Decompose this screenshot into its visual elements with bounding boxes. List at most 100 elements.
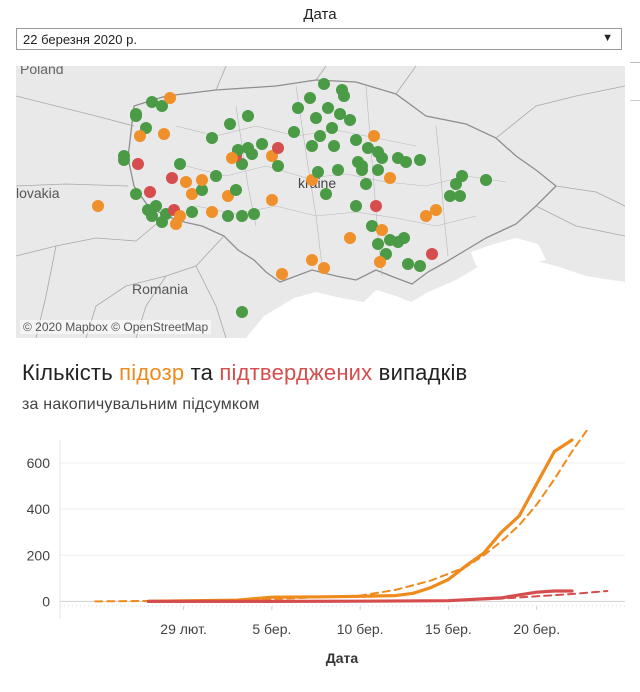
- case-marker[interactable]: [180, 176, 192, 188]
- series-line-suspected[interactable]: [146, 438, 574, 603]
- title-part2: та: [184, 360, 220, 385]
- case-marker[interactable]: [156, 216, 168, 228]
- case-marker[interactable]: [206, 132, 218, 144]
- case-marker[interactable]: [368, 130, 380, 142]
- x-tick-label: 10 бер.: [337, 621, 384, 637]
- case-marker[interactable]: [444, 190, 456, 202]
- case-marker[interactable]: [272, 160, 284, 172]
- case-marker[interactable]: [456, 170, 468, 182]
- case-markers: [92, 78, 492, 318]
- case-marker[interactable]: [144, 186, 156, 198]
- case-marker[interactable]: [146, 210, 158, 222]
- case-marker[interactable]: [196, 174, 208, 186]
- case-marker[interactable]: [170, 218, 182, 230]
- case-marker[interactable]: [402, 258, 414, 270]
- case-marker[interactable]: [146, 96, 158, 108]
- case-marker[interactable]: [326, 122, 338, 134]
- case-marker[interactable]: [242, 142, 254, 154]
- case-marker[interactable]: [350, 134, 362, 146]
- case-marker[interactable]: [174, 158, 186, 170]
- case-marker[interactable]: [166, 172, 178, 184]
- case-marker[interactable]: [344, 114, 356, 126]
- case-marker[interactable]: [372, 164, 384, 176]
- country-border: [127, 79, 557, 285]
- case-marker[interactable]: [306, 254, 318, 266]
- case-marker[interactable]: [314, 130, 326, 142]
- case-marker[interactable]: [134, 130, 146, 142]
- case-marker[interactable]: [158, 128, 170, 140]
- case-marker[interactable]: [288, 126, 300, 138]
- divider: [630, 62, 640, 63]
- case-marker[interactable]: [118, 154, 130, 166]
- case-marker[interactable]: [312, 166, 324, 178]
- y-tick-label: 200: [27, 547, 51, 563]
- case-marker[interactable]: [196, 184, 208, 196]
- case-marker[interactable]: [414, 154, 426, 166]
- series-group: [94, 430, 609, 603]
- case-marker[interactable]: [454, 190, 466, 202]
- case-marker[interactable]: [318, 78, 330, 90]
- case-marker[interactable]: [186, 188, 198, 200]
- case-marker[interactable]: [376, 152, 388, 164]
- case-marker[interactable]: [272, 142, 284, 154]
- case-marker[interactable]: [320, 188, 332, 200]
- case-marker[interactable]: [336, 84, 348, 96]
- case-marker[interactable]: [420, 210, 432, 222]
- case-marker[interactable]: [400, 156, 412, 168]
- case-marker[interactable]: [248, 208, 260, 220]
- case-marker[interactable]: [374, 256, 386, 268]
- case-marker[interactable]: [360, 178, 372, 190]
- case-marker[interactable]: [210, 170, 222, 182]
- case-marker[interactable]: [186, 206, 198, 218]
- case-marker[interactable]: [398, 232, 410, 244]
- case-marker[interactable]: [226, 152, 238, 164]
- case-marker[interactable]: [222, 210, 234, 222]
- case-marker[interactable]: [362, 142, 374, 154]
- case-marker[interactable]: [132, 158, 144, 170]
- map-attribution[interactable]: © 2020 Mapbox © OpenStreetMap: [20, 320, 212, 334]
- case-marker[interactable]: [310, 112, 322, 124]
- case-marker[interactable]: [276, 268, 288, 280]
- x-tick-label: 20 бер.: [513, 621, 560, 637]
- y-tick-label: 0: [42, 593, 50, 609]
- case-marker[interactable]: [376, 224, 388, 236]
- case-marker[interactable]: [356, 160, 368, 172]
- case-marker[interactable]: [426, 248, 438, 260]
- ukraine-cases-map[interactable]: Poland lovakia kraine Romania © 2020 Map…: [16, 66, 625, 338]
- case-marker[interactable]: [130, 110, 142, 122]
- case-marker[interactable]: [130, 188, 142, 200]
- date-select[interactable]: 22 березня 2020 р. ▼: [16, 28, 622, 50]
- case-marker[interactable]: [480, 174, 492, 186]
- case-marker[interactable]: [164, 92, 176, 104]
- title-confirmed: підтверджених: [219, 360, 373, 385]
- case-marker[interactable]: [236, 210, 248, 222]
- case-marker[interactable]: [414, 260, 426, 272]
- case-marker[interactable]: [292, 102, 304, 114]
- case-marker[interactable]: [256, 138, 268, 150]
- case-marker[interactable]: [344, 232, 356, 244]
- case-marker[interactable]: [334, 108, 346, 120]
- series-line-trend-confirmed[interactable]: [147, 590, 609, 603]
- cumulative-cases-chart[interactable]: 0 200 400 600 29 лют. 5 бер. 10 бер. 15 бер. 20 …: [0, 430, 640, 650]
- case-marker[interactable]: [350, 200, 362, 212]
- case-marker[interactable]: [224, 118, 236, 130]
- case-marker[interactable]: [304, 92, 316, 104]
- case-marker[interactable]: [430, 204, 442, 216]
- case-marker[interactable]: [306, 140, 318, 152]
- case-marker[interactable]: [206, 206, 218, 218]
- case-marker[interactable]: [366, 220, 378, 232]
- case-marker[interactable]: [332, 164, 344, 176]
- case-marker[interactable]: [242, 110, 254, 122]
- case-marker[interactable]: [318, 262, 330, 274]
- case-marker[interactable]: [156, 100, 168, 112]
- case-marker[interactable]: [266, 194, 278, 206]
- case-marker[interactable]: [372, 238, 384, 250]
- case-marker[interactable]: [92, 200, 104, 212]
- case-marker[interactable]: [230, 184, 242, 196]
- case-marker[interactable]: [236, 306, 248, 318]
- case-marker[interactable]: [322, 102, 334, 114]
- case-marker[interactable]: [328, 140, 340, 152]
- case-marker[interactable]: [370, 200, 382, 212]
- case-marker[interactable]: [384, 172, 396, 184]
- series-line-trend-suspected[interactable]: [94, 430, 589, 603]
